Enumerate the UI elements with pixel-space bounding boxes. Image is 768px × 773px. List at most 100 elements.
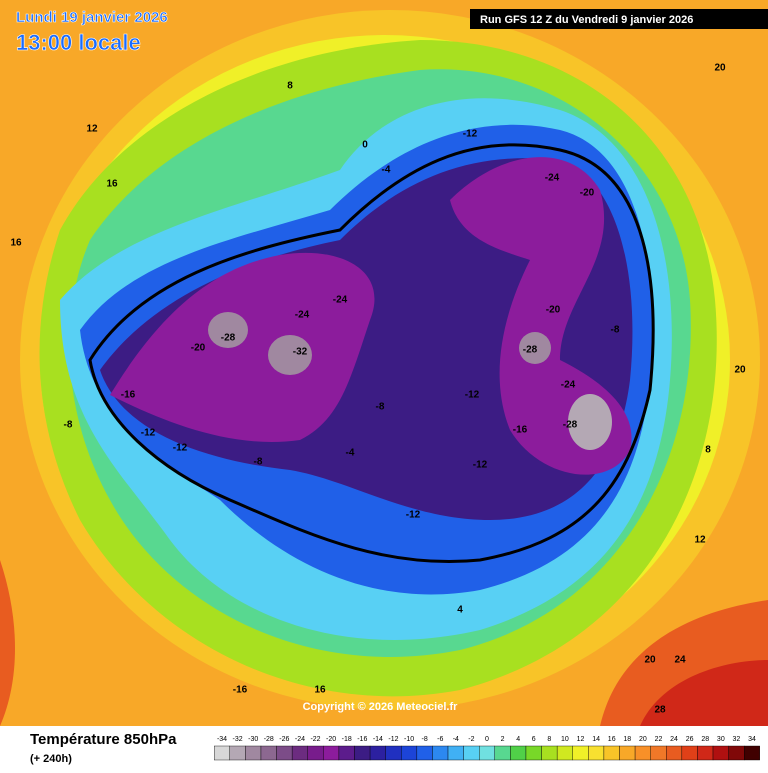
colorbar-tick-label: -2 xyxy=(468,736,474,743)
colorbar-tick-label: -20 xyxy=(326,736,336,743)
colorbar-swatch xyxy=(260,745,277,761)
contour-label: 16 xyxy=(314,685,326,696)
contour-label: -8 xyxy=(64,420,73,431)
contour-label: -20 xyxy=(580,188,595,199)
colorbar-tick-label: -14 xyxy=(373,736,383,743)
colorbar-tick-label: -34 xyxy=(217,736,227,743)
colorbar-swatch xyxy=(728,745,745,761)
colorbar-tick-label: 10 xyxy=(561,736,569,743)
contour-label: -24 xyxy=(295,310,310,321)
colorbar-swatch xyxy=(245,745,262,761)
contour-label: 20 xyxy=(714,63,726,74)
contour-label: -12 xyxy=(173,443,188,454)
contour-label: -12 xyxy=(463,129,478,140)
contour-label: 20 xyxy=(644,655,656,666)
contour-label: 8 xyxy=(705,445,711,456)
contour-label: -20 xyxy=(546,305,561,316)
contour-label: -8 xyxy=(254,457,263,468)
colorbar-swatch xyxy=(479,745,495,761)
contour-label: 0 xyxy=(362,140,368,151)
colorbar-swatch xyxy=(338,745,355,761)
contour-label: -24 xyxy=(333,295,348,306)
colorbar-tick-label: -10 xyxy=(404,736,414,743)
contour-label: -24 xyxy=(561,380,576,391)
colorbar-swatch xyxy=(291,745,308,761)
colorbar-tick-label: -28 xyxy=(264,736,274,743)
contour-label: -28 xyxy=(523,345,538,356)
colorbar-tick-label: 34 xyxy=(748,736,756,743)
colorbar-swatch xyxy=(541,745,558,761)
footer-lead: (+ 240h) xyxy=(30,753,72,765)
contour-label: 20 xyxy=(734,365,746,376)
colorbar-tick-label: 18 xyxy=(623,736,631,743)
colorbar-swatch xyxy=(712,745,729,761)
colorbar-tick-label: 24 xyxy=(670,736,678,743)
run-label: Run GFS 12 Z du Vendredi 9 janvier 2026 xyxy=(480,14,693,26)
colorbar-tick-label: 20 xyxy=(639,736,647,743)
colorbar-swatch xyxy=(323,745,340,761)
colorbar-swatch xyxy=(307,745,324,761)
colorbar-swatch xyxy=(214,745,230,761)
colorbar-tick-label: -16 xyxy=(357,736,367,743)
contour-label: -16 xyxy=(121,390,136,401)
contour-label: -4 xyxy=(346,448,355,459)
contour-label: 12 xyxy=(86,124,98,135)
colorbar-tick-label: 28 xyxy=(701,736,709,743)
temp-zone xyxy=(208,312,248,348)
contour-label: -8 xyxy=(611,325,620,336)
colorbar-swatch xyxy=(744,745,760,761)
colorbar-tick-label: -32 xyxy=(233,736,243,743)
contour-label: 28 xyxy=(654,705,666,716)
colorbar-tick-label: 16 xyxy=(608,736,616,743)
colorbar-tick-label: 30 xyxy=(717,736,725,743)
contour-label: 16 xyxy=(106,179,118,190)
colorbar-swatch xyxy=(525,745,542,761)
time-label: 13:00 locale xyxy=(16,30,141,55)
contour-label: -16 xyxy=(233,685,248,696)
temp-zone xyxy=(0,560,15,726)
colorbar-swatch xyxy=(556,745,573,761)
colorbar-tick-label: 8 xyxy=(547,736,551,743)
colorbar-tick-label: 6 xyxy=(532,736,536,743)
contour-label: -12 xyxy=(465,390,480,401)
colorbar-swatch xyxy=(416,745,433,761)
colorbar-swatch xyxy=(463,745,480,761)
colorbar-tick-label: -22 xyxy=(310,736,320,743)
contour-label: -20 xyxy=(191,343,206,354)
colorbar-swatch xyxy=(229,745,246,761)
run-box xyxy=(470,9,768,29)
colorbar-swatch xyxy=(588,745,605,761)
colorbar-tick-label: 2 xyxy=(501,736,505,743)
zero-isotherm xyxy=(88,143,655,564)
contour-label: -28 xyxy=(221,333,236,344)
temp-zone xyxy=(568,394,612,450)
colorbar-tick-label: 26 xyxy=(686,736,694,743)
contour-label: -32 xyxy=(293,347,308,358)
colorbar-tick-label: -6 xyxy=(437,736,443,743)
contour-label: -8 xyxy=(376,402,385,413)
contour-label: 12 xyxy=(694,535,706,546)
colorbar-swatch xyxy=(510,745,527,761)
colorbar-tick-label: 32 xyxy=(733,736,741,743)
colorbar-swatch xyxy=(666,745,683,761)
colorbar-tick-label: -24 xyxy=(295,736,305,743)
colorbar-swatch xyxy=(354,745,371,761)
colorbar-swatch xyxy=(650,745,667,761)
contour-label: 16 xyxy=(10,238,22,249)
colorbar-tick-label: 12 xyxy=(577,736,585,743)
footer-title: Température 850hPa xyxy=(30,731,177,748)
contour-label: -24 xyxy=(545,173,560,184)
temp-zone xyxy=(519,332,551,364)
colorbar-swatch xyxy=(603,745,620,761)
colorbar-swatch xyxy=(385,745,402,761)
temp-zone xyxy=(268,335,312,375)
colorbar-swatch xyxy=(447,745,464,761)
contour-label: -12 xyxy=(473,460,488,471)
colorbar-tick-label: 0 xyxy=(485,736,489,743)
temp-zone xyxy=(110,252,375,442)
temp-zone xyxy=(640,660,768,726)
contour-label: -16 xyxy=(513,425,528,436)
colorbar-tick-label: -26 xyxy=(279,736,289,743)
contour-label: 4 xyxy=(457,605,463,616)
